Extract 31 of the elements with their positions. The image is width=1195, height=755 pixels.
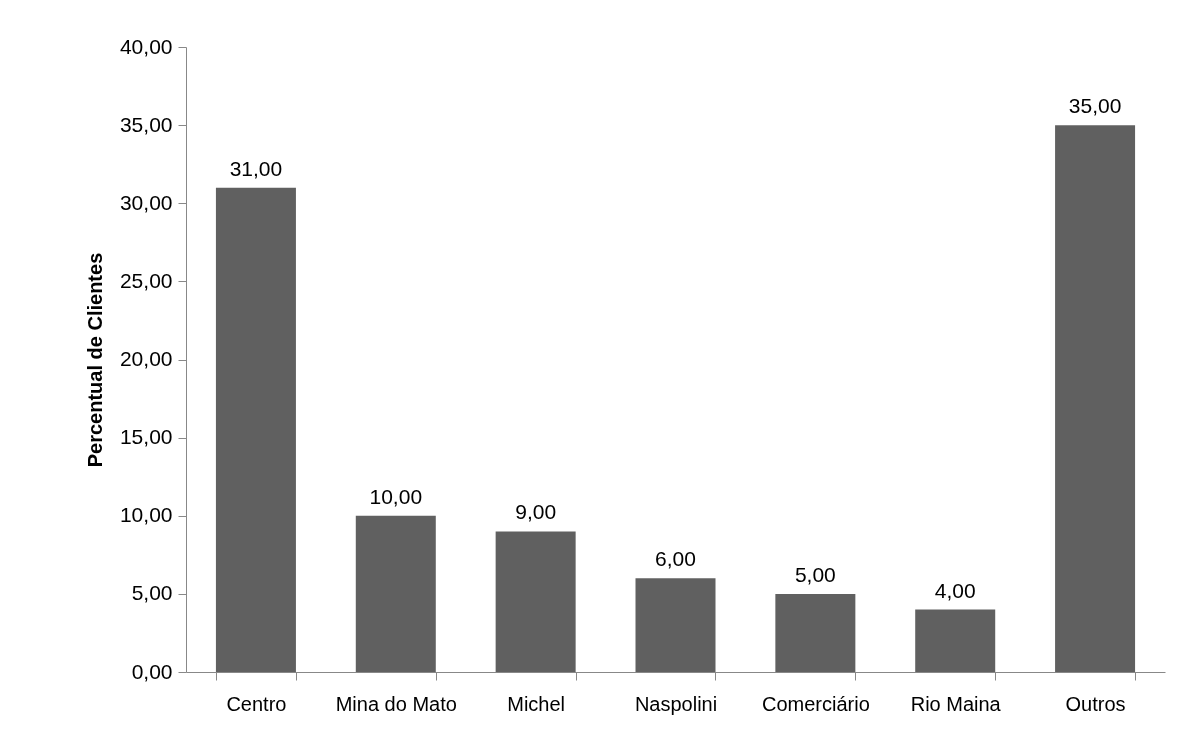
bar	[495, 531, 576, 672]
data-label: 35,00	[1068, 94, 1122, 118]
y-tick-label: 5,00	[131, 581, 173, 605]
y-tick-label: 30,00	[119, 190, 173, 214]
data-label: 5,00	[794, 562, 836, 586]
x-tick-label: Outros	[1065, 692, 1126, 715]
bar	[775, 593, 856, 672]
data-label: 4,00	[934, 578, 976, 602]
x-tick-label: Naspolini	[634, 692, 718, 715]
x-tick-label: Mina do Mato	[335, 692, 457, 715]
y-tick-label: 20,00	[119, 347, 173, 370]
bar	[915, 609, 996, 672]
data-label: 31,00	[229, 156, 283, 180]
data-label: 10,00	[369, 484, 423, 508]
bar	[635, 578, 716, 672]
x-tick-label: Comerciário	[761, 692, 870, 715]
y-tick-label: 40,00	[119, 34, 173, 58]
bar	[355, 515, 436, 672]
y-tick-label: 25,00	[119, 268, 173, 292]
bar	[215, 187, 296, 672]
x-tick-label: Rio Maina	[910, 692, 1002, 715]
data-label: 9,00	[515, 500, 557, 524]
y-tick-label: 10,00	[119, 503, 173, 527]
bar	[1055, 125, 1136, 672]
y-tick-label: 15,00	[119, 425, 173, 449]
data-label: 6,00	[655, 547, 696, 571]
x-tick-label: Michel	[507, 692, 566, 715]
y-tick-label: 35,00	[119, 112, 173, 136]
x-tick-label: Centro	[226, 692, 287, 715]
y-axis-title: Percentual de Clientes	[83, 252, 106, 468]
y-tick-label: 0,00	[131, 659, 173, 683]
